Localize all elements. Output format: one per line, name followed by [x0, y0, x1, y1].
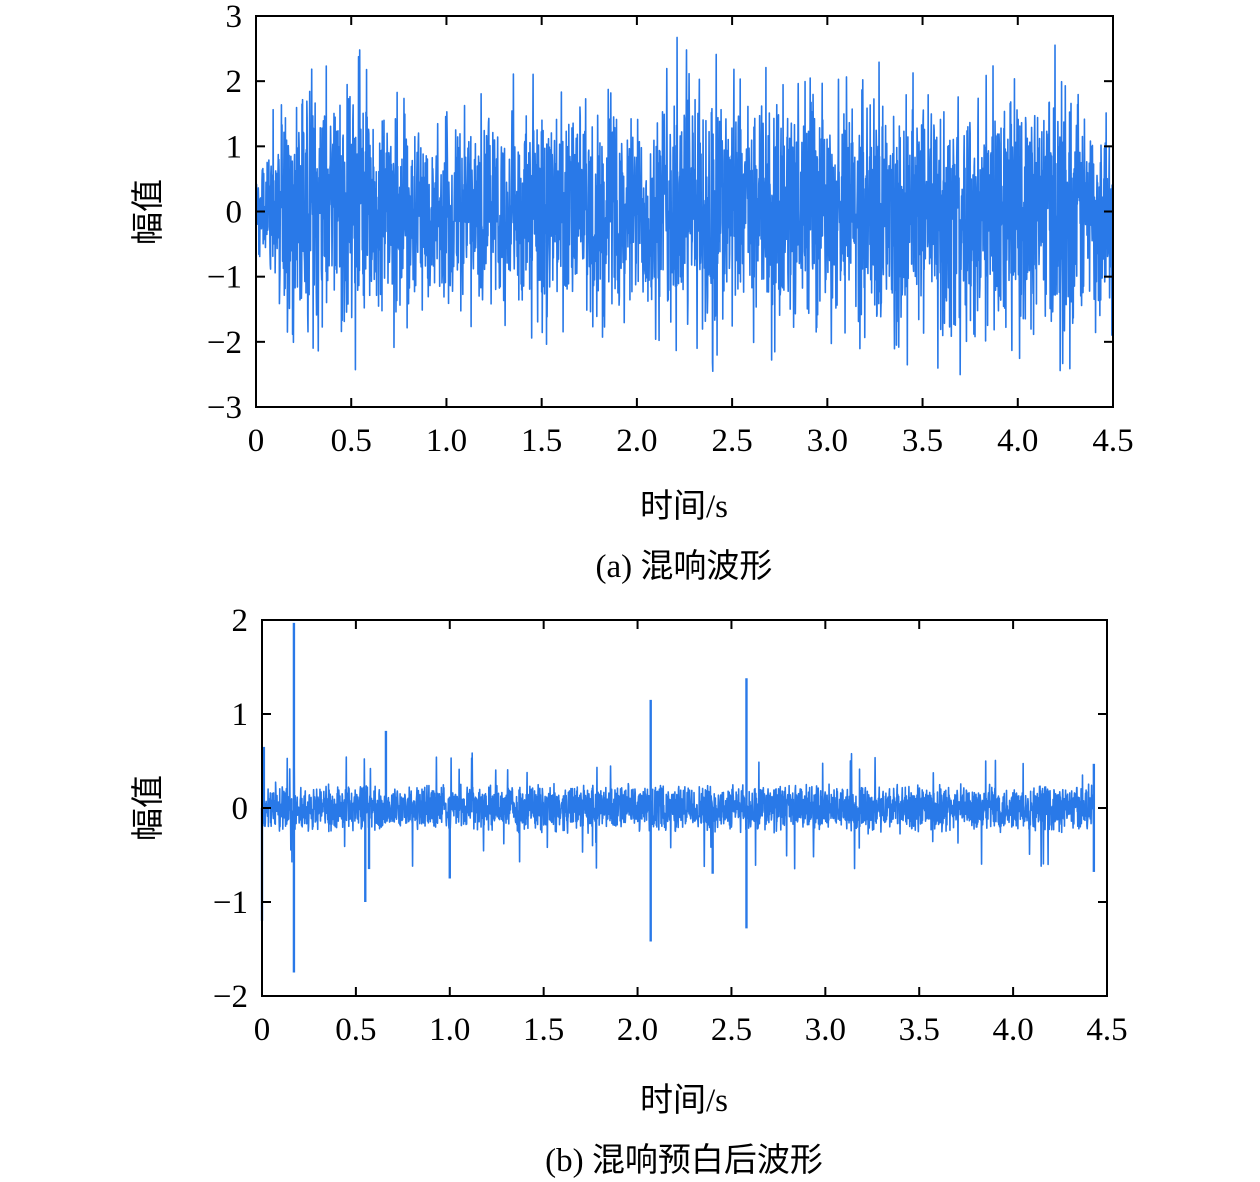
- y-tick-label: 1: [232, 697, 249, 733]
- x-axis-label-b: 时间/s: [640, 1083, 728, 1119]
- x-tick-label: 3.0: [807, 423, 848, 459]
- x-tick-label: 3.5: [902, 423, 943, 459]
- x-tick-label: 0: [248, 423, 265, 459]
- x-tick-label: 0.5: [331, 423, 372, 459]
- waveform-chart-b: 0 0.5 1.0 1.5 2.0 2.5 3.0 3.5 4.0 4.5 −2 −1 0 1 2 时间/…: [130, 603, 1128, 1179]
- y-tick-label: 0: [232, 791, 249, 827]
- x-axis-label-a: 时间/s: [640, 489, 728, 525]
- x-tick-labels-a: 0 0.5 1.0 1.5 2.0 2.5 3.0 3.5 4.0 4.5: [248, 423, 1134, 459]
- waveform-line: [261, 752, 1095, 870]
- x-tick-label: 4.5: [1092, 423, 1133, 459]
- y-tick-label: −1: [207, 260, 242, 296]
- x-tick-label: 2.0: [617, 1012, 658, 1048]
- tick-marks-a: [255, 15, 1114, 408]
- y-tick-label: 2: [226, 64, 243, 100]
- y-axis-label-b: 幅值: [130, 775, 167, 841]
- x-tick-label: 2.0: [616, 423, 657, 459]
- y-tick-label: −2: [213, 979, 248, 1015]
- reverb-waveform-series: [255, 36, 1114, 376]
- y-tick-label: 3: [226, 0, 243, 35]
- x-tick-label: 1.0: [426, 423, 467, 459]
- y-axis-label-a: 幅值: [130, 179, 167, 245]
- waveform-chart-a: 0 0.5 1.0 1.5 2.0 2.5 3.0 3.5 4.0 4.5 −3−2−10123 …: [130, 0, 1134, 585]
- y-tick-label: −1: [213, 885, 248, 921]
- y-tick-label: −3: [207, 390, 242, 426]
- y-tick-labels-a: −3 −2 −1 0 1 2 3: [207, 0, 242, 426]
- y-tick-label: 0: [226, 195, 243, 231]
- x-tick-labels-b: 0 0.5 1.0 1.5 2.0 2.5 3.0 3.5 4.0 4.5: [254, 1012, 1128, 1048]
- x-tick-label: 4.0: [997, 423, 1038, 459]
- y-tick-label: 1: [226, 129, 243, 165]
- x-tick-label: 2.5: [711, 1012, 752, 1048]
- x-tick-label: 4.0: [992, 1012, 1033, 1048]
- waveform-line: [255, 36, 1114, 376]
- x-tick-label: 1.5: [521, 423, 562, 459]
- caption-b: (b) 混响预白后波形: [545, 1142, 823, 1179]
- x-tick-label: 0.5: [335, 1012, 376, 1048]
- y-tick-labels-b: −2 −1 0 1 2: [213, 603, 248, 1015]
- x-tick-label: 2.5: [711, 423, 752, 459]
- y-tick-label: −2: [207, 325, 242, 361]
- x-tick-label: 3.5: [899, 1012, 940, 1048]
- prewhitened-waveform-series: [260, 622, 1096, 973]
- y-tick-label: 2: [232, 603, 249, 639]
- caption-a: (a) 混响波形: [596, 548, 773, 585]
- x-tick-label: 3.0: [805, 1012, 846, 1048]
- tick-marks-b: [261, 619, 1108, 997]
- x-tick-label: 0: [254, 1012, 271, 1048]
- x-tick-label: 4.5: [1086, 1012, 1127, 1048]
- x-tick-label: 1.0: [429, 1012, 470, 1048]
- x-tick-label: 1.5: [523, 1012, 564, 1048]
